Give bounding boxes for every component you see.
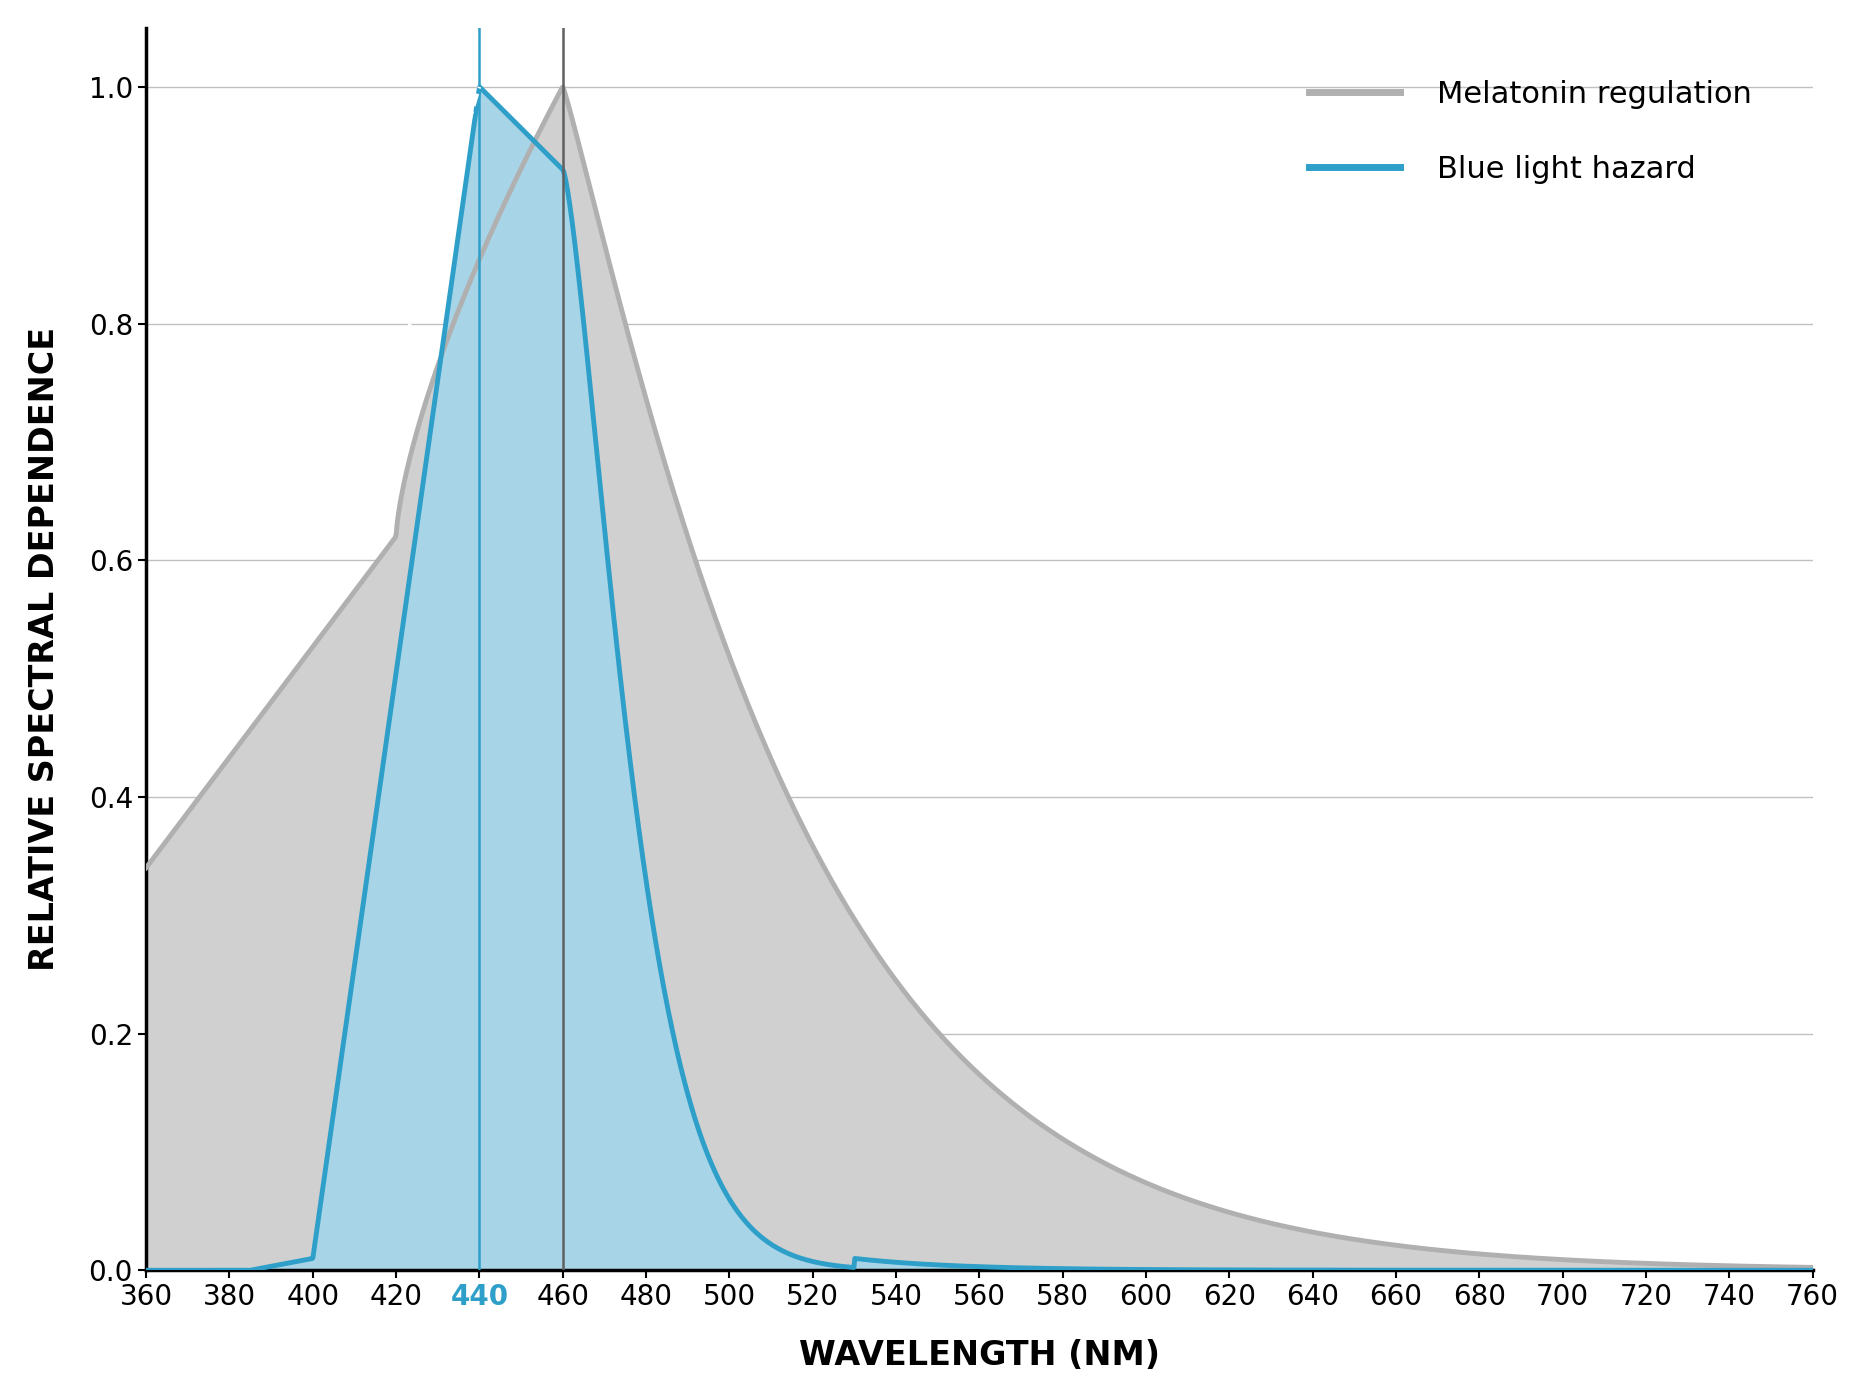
Legend: Melatonin regulation, Blue light hazard: Melatonin regulation, Blue light hazard bbox=[1296, 69, 1764, 196]
X-axis label: WAVELENGTH (NM): WAVELENGTH (NM) bbox=[799, 1340, 1159, 1372]
Y-axis label: RELATIVE SPECTRAL DEPENDENCE: RELATIVE SPECTRAL DEPENDENCE bbox=[28, 328, 62, 972]
